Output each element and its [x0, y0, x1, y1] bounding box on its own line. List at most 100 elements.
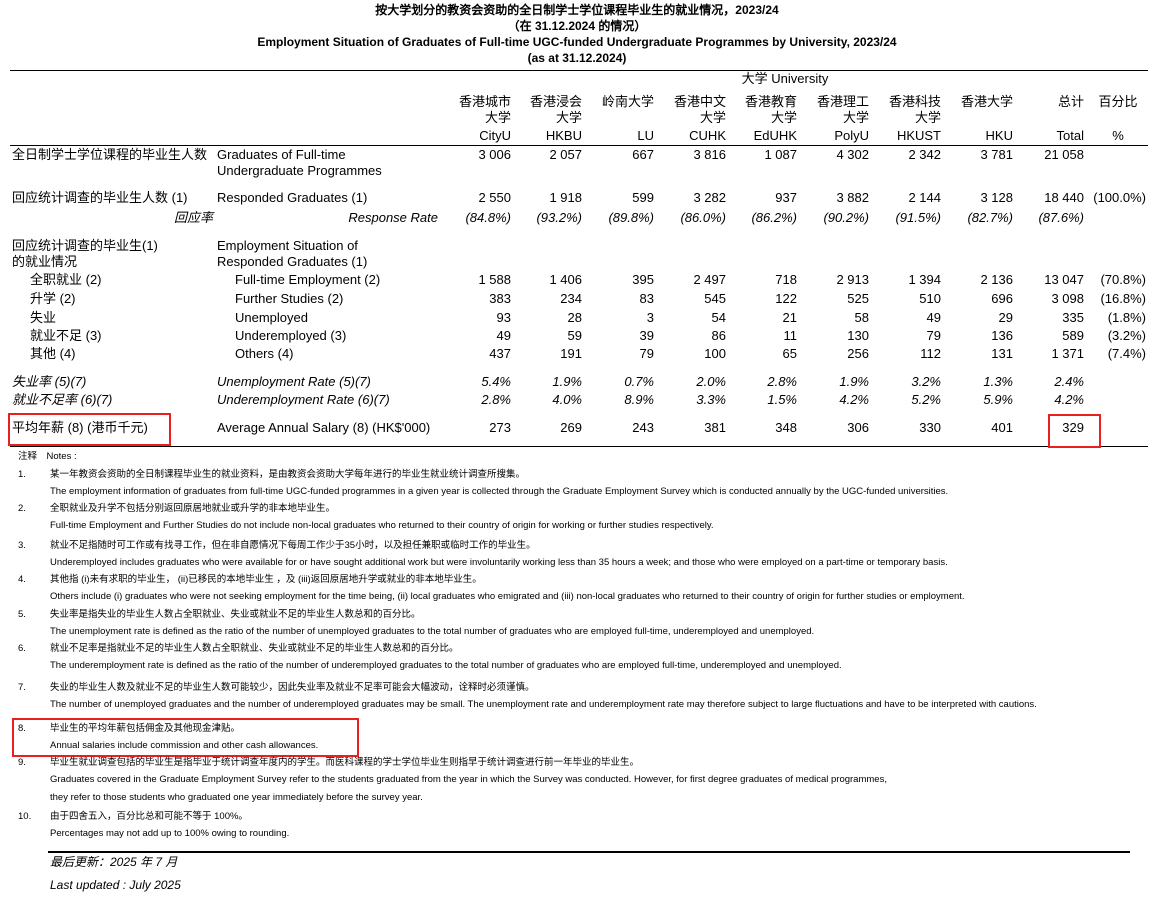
column-header-en: HKBU — [545, 128, 582, 143]
cell-value: 4.0% — [552, 392, 582, 407]
row-label-en: Employment Situation of — [217, 238, 358, 253]
cell-value: 273 — [489, 420, 511, 435]
cell-value: 667 — [632, 147, 654, 162]
cell-value: 5.2% — [911, 392, 941, 407]
cell-total: (87.6%) — [1038, 210, 1084, 225]
note-number: 6. — [18, 643, 26, 654]
note-number: 8. — [18, 723, 26, 734]
cell-value: 3 128 — [980, 190, 1013, 205]
row-label-zh: 回应统计调查的毕业生人数 (1) — [12, 190, 188, 205]
cell-value: 269 — [560, 420, 582, 435]
cell-value: 3.3% — [696, 392, 726, 407]
cell-value: (86.2%) — [751, 210, 797, 225]
row-label-en: Average Annual Salary (8) (HK$'000) — [217, 420, 431, 435]
note-en: Underemployed includes graduates who wer… — [50, 557, 948, 568]
note-zh: 就业不足指随时可工作或有找寻工作，但在非自愿情况下每周工作少于35小时，以及担任… — [50, 540, 536, 551]
row-label-zh: 就业不足率 (6)(7) — [12, 392, 113, 407]
column-header-zh: 百分比 — [1098, 94, 1138, 109]
row-label-en: Responded Graduates (1) — [217, 190, 368, 205]
column-header-en: EdUHK — [753, 128, 797, 143]
updated-zh: 最后更新：2025 年 7 月 — [50, 855, 178, 869]
note-number: 2. — [18, 503, 26, 514]
row-label-zh: 回应统计调查的毕业生(1) — [12, 238, 158, 253]
column-header-en: Total — [1056, 128, 1084, 143]
cell-value: 65 — [782, 346, 797, 361]
cell-value: 2.0% — [696, 374, 726, 389]
note-en: The number of unemployed graduates and t… — [50, 699, 1037, 710]
cell-value: 49 — [926, 310, 941, 325]
column-header-zh: 香港浸会 — [529, 94, 582, 109]
cell-value: 330 — [919, 420, 941, 435]
cell-value: 437 — [489, 346, 511, 361]
cell-value: 100 — [704, 346, 726, 361]
cell-percent: (16.8%) — [1100, 291, 1146, 306]
cell-value: 49 — [496, 328, 511, 343]
cell-value: 1 918 — [549, 190, 582, 205]
column-header-zh: 岭南大学 — [601, 94, 654, 109]
cell-value: 1 588 — [478, 272, 511, 287]
cell-value: (82.7%) — [967, 210, 1013, 225]
column-header-zh: 香港理工 — [816, 94, 869, 109]
note-zh: 就业不足率是指就业不足的毕业生人数占全职就业、失业或就业不足的毕业生人数总和的百… — [50, 643, 459, 654]
cell-value: 2.8% — [481, 392, 511, 407]
cell-value: 243 — [632, 420, 654, 435]
note-en: Others include (i) graduates who were no… — [50, 591, 965, 602]
row-label-zh: 全职就业 (2) — [30, 272, 102, 287]
cell-value: 525 — [847, 291, 869, 306]
cell-value: 79 — [639, 346, 654, 361]
row-label-en: Others (4) — [235, 346, 294, 361]
cell-total: 589 — [1062, 328, 1084, 343]
row-label-en: Full-time Employment (2) — [235, 272, 381, 287]
cell-total: 3 098 — [1051, 291, 1084, 306]
cell-value: (91.5%) — [895, 210, 941, 225]
cell-value: 39 — [639, 328, 654, 343]
cell-value: 1 394 — [908, 272, 941, 287]
column-header-en: PolyU — [834, 128, 869, 143]
row-label-zh: 全日制学士学位课程的毕业生人数 — [12, 147, 208, 162]
column-header-zh: 香港科技 — [888, 94, 941, 109]
row-label-en: Further Studies (2) — [235, 291, 344, 306]
cell-value: 718 — [775, 272, 797, 287]
cell-value: 131 — [991, 346, 1013, 361]
cell-total: 4.2% — [1054, 392, 1084, 407]
note-number: 9. — [18, 757, 26, 768]
cell-percent: (100.0%) — [1093, 190, 1146, 205]
cell-value: 112 — [920, 346, 941, 361]
note-number: 5. — [18, 609, 26, 620]
column-header-en: LU — [637, 128, 654, 143]
note-zh: 其他指 (i)未有求职的毕业生， (ii)已移民的本地毕业生 ，及 (iii)返… — [50, 574, 482, 585]
cell-total: 21 058 — [1044, 147, 1084, 162]
highlight-box — [8, 413, 171, 446]
note-number: 1. — [18, 469, 26, 480]
cell-value: 4 302 — [836, 147, 869, 162]
cell-value: 5.4% — [481, 374, 511, 389]
cell-value: 5.9% — [983, 392, 1013, 407]
cell-value: 21 — [782, 310, 797, 325]
cell-total: 2.4% — [1054, 374, 1084, 389]
cell-value: 136 — [991, 328, 1013, 343]
cell-value: 8.9% — [624, 392, 654, 407]
cell-value: 79 — [926, 328, 941, 343]
column-header-en: HKUST — [896, 128, 941, 143]
cell-value: 0.7% — [624, 374, 654, 389]
notes-heading: 注释 Notes : — [18, 451, 77, 462]
cell-value: 3 006 — [478, 147, 511, 162]
cell-value: 381 — [704, 420, 726, 435]
cell-value: 510 — [919, 291, 941, 306]
title-en: Employment Situation of Graduates of Ful… — [257, 35, 897, 49]
column-header-zh: 大学 — [699, 110, 726, 125]
column-header-zh: 香港大学 — [960, 94, 1013, 109]
row-label-en: Response Rate — [348, 210, 438, 225]
cell-value: 3 781 — [980, 147, 1013, 162]
cell-value: 348 — [775, 420, 797, 435]
cell-value: 2 342 — [908, 147, 941, 162]
cell-value: 545 — [704, 291, 726, 306]
cell-value: 2.8% — [767, 374, 797, 389]
cell-value: 1.9% — [552, 374, 582, 389]
cell-value: 86 — [711, 328, 726, 343]
cell-value: 4.2% — [839, 392, 869, 407]
note-zh: 由于四舍五入，百分比总和可能不等于 100%。 — [50, 811, 248, 822]
cell-value: 58 — [854, 310, 869, 325]
cell-percent: (70.8%) — [1100, 272, 1146, 287]
cell-value: 191 — [560, 346, 582, 361]
